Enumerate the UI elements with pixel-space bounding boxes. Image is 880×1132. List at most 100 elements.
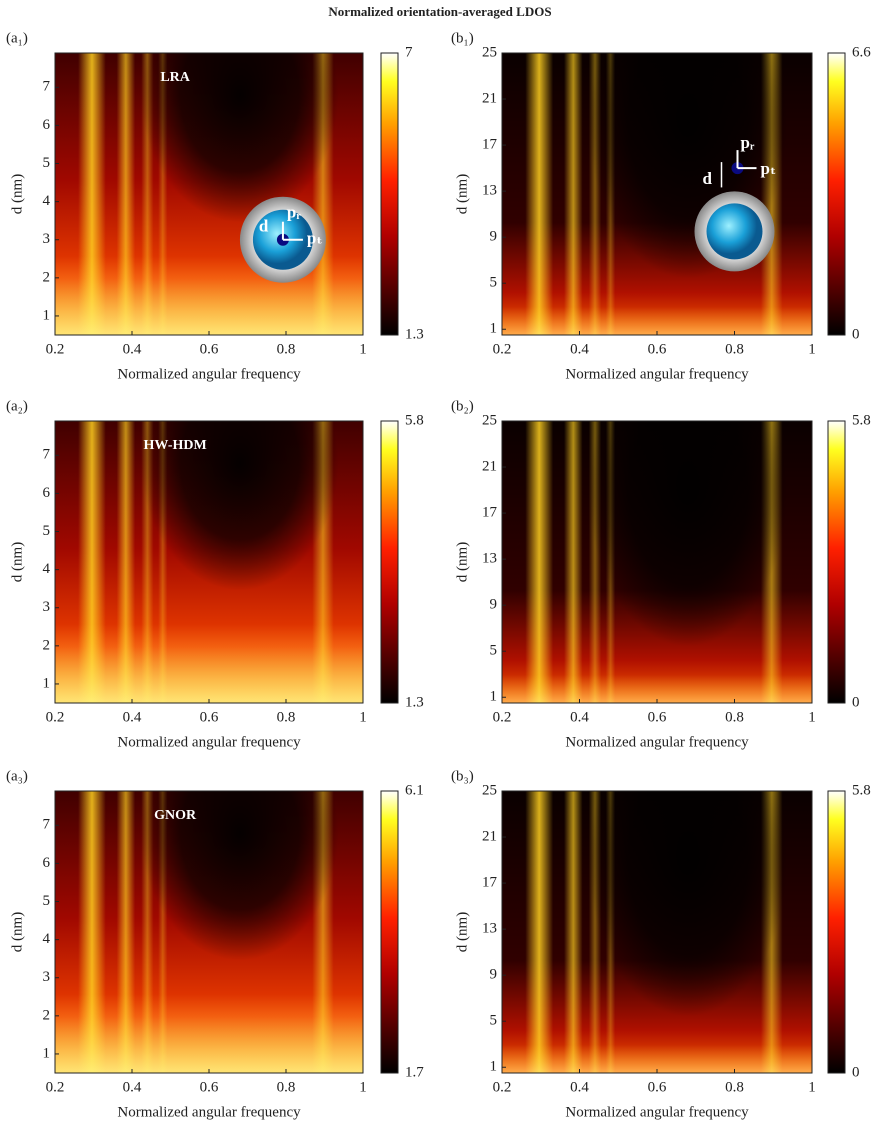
y-tick-label: 1 (490, 689, 498, 705)
x-tick-label: 0.8 (277, 709, 296, 725)
heatmap-stripe (158, 791, 168, 1073)
colorbar-tick-label: 1.3 (405, 326, 424, 342)
panel-label: (a₁) (6, 30, 28, 46)
y-tick-label: 7 (43, 79, 51, 95)
x-tick-label: 0.4 (570, 709, 589, 725)
heatmap-stripe (525, 53, 554, 335)
y-tick-label: 13 (482, 921, 497, 937)
y-tick-label: 1 (43, 1045, 51, 1061)
y-tick-label: 9 (490, 597, 498, 613)
colorbar-tick-label: 0 (852, 1064, 860, 1080)
x-tick-label: 1 (808, 341, 816, 357)
y-tick-label: 2 (43, 1007, 51, 1023)
colorbar (380, 420, 399, 704)
colorbar-tick-label: 1.7 (405, 1064, 424, 1080)
heatmap-glow (502, 674, 812, 703)
heatmap-dark (141, 791, 339, 961)
inset-d: d (259, 217, 269, 236)
x-tick-label: 0.2 (493, 709, 512, 725)
y-tick-label: 17 (482, 875, 498, 891)
x-axis-label: Normalized angular frequency (565, 734, 749, 750)
y-tick-label: 3 (43, 231, 51, 247)
y-tick-label: 2 (43, 269, 51, 285)
inset-pt: pₜ (307, 229, 323, 248)
inset-pr: pᵣ (287, 203, 301, 222)
colorbar-tick-label: 6.1 (405, 782, 424, 798)
y-tick-label: 1 (490, 321, 498, 337)
y-tick-label: 25 (482, 44, 497, 60)
colorbar-tick-label: 7 (405, 44, 413, 60)
heatmap-stripe (158, 53, 168, 335)
y-axis-label: d (nm) (9, 912, 25, 952)
y-tick-label: 17 (482, 505, 498, 521)
x-tick-label: 1 (808, 709, 816, 725)
x-tick-label: 0.4 (123, 709, 142, 725)
panel-label: (b₁) (451, 30, 474, 46)
x-tick-label: 1 (359, 1079, 367, 1095)
y-tick-label: 6 (43, 855, 51, 871)
y-tick-label: 21 (482, 90, 497, 106)
heatmap-image (502, 53, 812, 335)
y-tick-label: 3 (43, 599, 51, 615)
colorbar (827, 790, 846, 1074)
heatmap-glow (55, 256, 363, 335)
heatmap-glow (502, 1044, 812, 1073)
colorbar-tick-label: 0 (852, 326, 860, 342)
y-axis-label: d (nm) (454, 174, 470, 214)
y-tick-label: 21 (482, 828, 497, 844)
heatmap-stripe (525, 791, 554, 1073)
x-tick-label: 1 (359, 341, 367, 357)
x-tick-label: 1 (359, 709, 367, 725)
y-axis-label: d (nm) (454, 542, 470, 582)
heatmap-dark (588, 421, 788, 647)
x-tick-label: 0.6 (200, 1079, 219, 1095)
core (706, 203, 763, 260)
heatmap-glow (55, 624, 363, 703)
figure-title: Normalized orientation-averaged LDOS (328, 4, 551, 19)
y-tick-label: 4 (43, 561, 51, 577)
colorbar (380, 790, 399, 1074)
inset-pt: pₜ (761, 159, 777, 178)
x-tick-label: 0.2 (46, 709, 65, 725)
x-tick-label: 0.6 (200, 341, 219, 357)
inset-d: d (703, 169, 713, 188)
y-tick-label: 4 (43, 931, 51, 947)
heatmap-image (55, 791, 363, 1073)
heatmap-dark (141, 53, 339, 223)
x-tick-label: 0.6 (648, 1079, 667, 1095)
panel-label: (a₂) (6, 398, 28, 414)
x-tick-label: 0.6 (648, 709, 667, 725)
x-tick-label: 1 (808, 1079, 816, 1095)
y-tick-label: 25 (482, 782, 497, 798)
colorbar (380, 52, 399, 336)
y-tick-label: 25 (482, 412, 497, 428)
heatmap-image (502, 421, 812, 703)
y-tick-label: 5 (43, 893, 51, 909)
y-tick-label: 3 (43, 969, 51, 985)
x-tick-label: 0.6 (648, 341, 667, 357)
inset-pr: pᵣ (741, 133, 755, 152)
y-tick-label: 1 (43, 675, 51, 691)
colorbar-tick-label: 5.8 (852, 412, 871, 428)
heatmap-image (55, 421, 363, 703)
x-axis-label: Normalized angular frequency (565, 366, 749, 382)
colorbar-tick-label: 5.8 (405, 412, 424, 428)
x-tick-label: 0.2 (493, 1079, 512, 1095)
heatmap-image (502, 791, 812, 1073)
heatmap-image (55, 53, 363, 335)
x-tick-label: 0.8 (725, 341, 744, 357)
heatmap-stripe (564, 791, 583, 1073)
y-tick-label: 5 (43, 155, 51, 171)
x-tick-label: 0.8 (277, 341, 296, 357)
y-axis-label: d (nm) (454, 912, 470, 952)
x-axis-label: Normalized angular frequency (565, 1104, 749, 1120)
panel-label: (a₃) (6, 768, 28, 784)
x-tick-label: 0.4 (123, 341, 142, 357)
y-axis-label: d (nm) (9, 174, 25, 214)
y-tick-label: 5 (490, 643, 498, 659)
x-tick-label: 0.8 (277, 1079, 296, 1095)
heatmap-stripe (525, 421, 554, 703)
